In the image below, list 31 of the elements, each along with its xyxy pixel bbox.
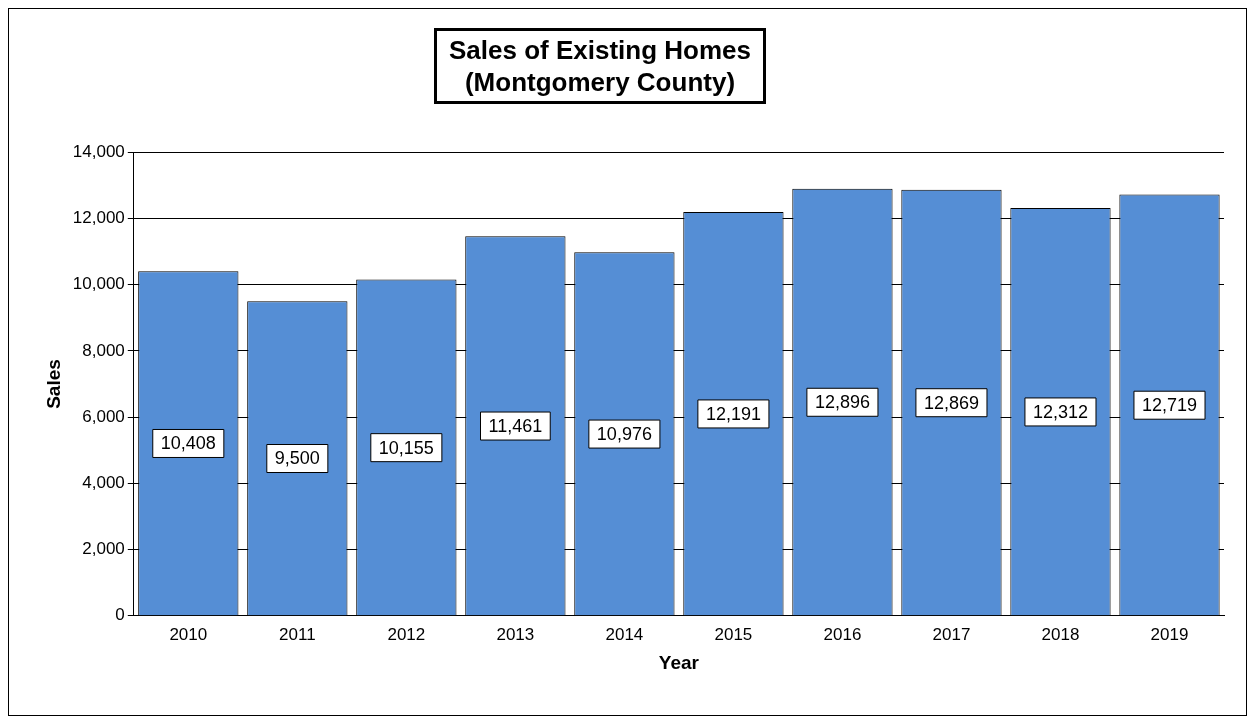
y-tick-label: 8,000: [82, 340, 125, 360]
x-tick-label: 2018: [1041, 624, 1080, 644]
data-label: 12,869: [923, 392, 979, 413]
data-label: 12,312: [1032, 401, 1088, 422]
x-tick-label: 2013: [496, 624, 535, 644]
y-tick-label: 14,000: [72, 141, 125, 161]
x-axis-title: Year: [658, 651, 700, 673]
data-label: 10,976: [596, 424, 652, 445]
data-label: 10,408: [160, 433, 216, 454]
y-tick-label: 10,000: [72, 274, 125, 294]
x-tick-label: 2019: [1150, 624, 1189, 644]
y-tick-label: 0: [115, 605, 125, 625]
x-tick-label: 2016: [823, 624, 862, 644]
x-tick-label: 2015: [714, 624, 753, 644]
x-tick-label: 2014: [605, 624, 644, 644]
chart-title: Sales of Existing Homes (Montgomery County): [448, 34, 752, 98]
y-tick-label: 2,000: [82, 539, 125, 559]
x-tick-label: 2017: [932, 624, 971, 644]
data-label: 11,461: [488, 416, 543, 437]
x-tick-label: 2012: [387, 624, 426, 644]
y-axis-title: Sales: [42, 359, 64, 409]
data-label: 12,896: [814, 392, 870, 413]
data-label: 12,191: [705, 403, 761, 424]
y-tick-label: 12,000: [72, 208, 125, 228]
y-tick-label: 6,000: [82, 406, 125, 426]
data-label: 12,719: [1141, 395, 1198, 416]
data-label: 9,500: [274, 448, 320, 469]
y-tick-label: 4,000: [82, 473, 125, 493]
data-label: 10,155: [378, 437, 434, 458]
x-tick-label: 2011: [279, 624, 316, 644]
x-tick-label: 2010: [169, 624, 208, 644]
